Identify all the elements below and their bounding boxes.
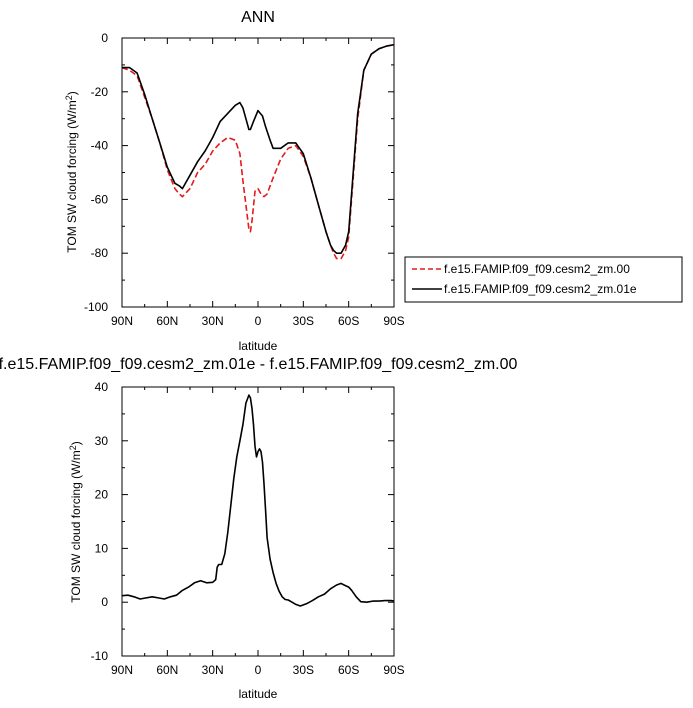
top-y-tick-label: -40 — [91, 139, 109, 153]
bottom-panel: f.e15.FAMIP.f09_f09.cesm2_zm.01e - f.e15… — [0, 356, 518, 701]
top-panel: ANN 90N 60N 30N 0 30S 60S 90S 0 -20 -40 -60 -80 -100… — [64, 9, 405, 353]
top-series-line-1 — [122, 43, 395, 254]
bottom-chart-title: f.e15.FAMIP.f09_f09.cesm2_zm.01e - f.e15… — [0, 356, 518, 373]
bottom-x-tick-label: 60S — [338, 663, 359, 677]
legend-box — [404, 256, 683, 303]
bottom-x-tick-label: 90S — [383, 663, 404, 677]
top-y-tick-label: -80 — [91, 246, 109, 260]
top-x-axis-label: latitude — [239, 339, 278, 353]
bottom-x-tick-label: 90N — [111, 663, 133, 677]
top-y-tick-label: -100 — [84, 300, 108, 314]
bottom-x-tick-label: 30S — [293, 663, 314, 677]
top-x-tick-label: 60S — [338, 314, 359, 328]
top-y-tick-label: 0 — [101, 31, 108, 45]
top-x-tick-label: 30N — [202, 314, 224, 328]
bottom-y-tick-label: 30 — [95, 434, 109, 448]
top-plot-area: 90N 60N 30N 0 30S 60S 90S 0 -20 -40 -60 -80 -100 — [84, 31, 405, 328]
bottom-y-tick-label: 10 — [95, 541, 109, 555]
legend: f.e15.FAMIP.f09_f09.cesm2_zm.00 f.e15.FA… — [404, 256, 683, 303]
legend-label-00: f.e15.FAMIP.f09_f09.cesm2_zm.00 — [444, 262, 630, 276]
bottom-y-tick-label: 40 — [95, 380, 109, 394]
top-x-tick-label: 90S — [383, 314, 404, 328]
bottom-series-line-0 — [121, 394, 395, 607]
top-x-tick-label: 30S — [293, 314, 314, 328]
top-y-tick-label: -20 — [91, 85, 109, 99]
bottom-x-tick-label: 0 — [255, 663, 262, 677]
legend-label-01e: f.e15.FAMIP.f09_f09.cesm2_zm.01e — [444, 282, 637, 296]
bottom-x-axis-label: latitude — [239, 687, 278, 701]
bottom-x-tick-label: 30N — [202, 663, 224, 677]
top-series-line-0 — [121, 43, 395, 260]
top-chart-title: ANN — [241, 9, 275, 26]
top-y-axis-label: TOM SW cloud forcing (W/m2) — [64, 91, 79, 252]
bottom-y-tick-label: 20 — [95, 488, 109, 502]
bottom-y-tick-label: 0 — [101, 595, 108, 609]
bottom-plot-frame — [121, 386, 395, 657]
top-x-tick-label: 90N — [111, 314, 133, 328]
bottom-x-tick-label: 60N — [156, 663, 178, 677]
bottom-y-tick-label: -10 — [91, 649, 109, 663]
bottom-y-axis-label: TOM SW cloud forcing (W/m2) — [68, 441, 83, 602]
top-x-tick-label: 60N — [156, 314, 178, 328]
top-x-tick-label: 0 — [255, 314, 262, 328]
top-y-tick-label: -60 — [91, 192, 109, 206]
bottom-plot-area: 90N 60N 30N 0 30S 60S 90S 40 30 20 10 0 -10 — [91, 380, 405, 677]
